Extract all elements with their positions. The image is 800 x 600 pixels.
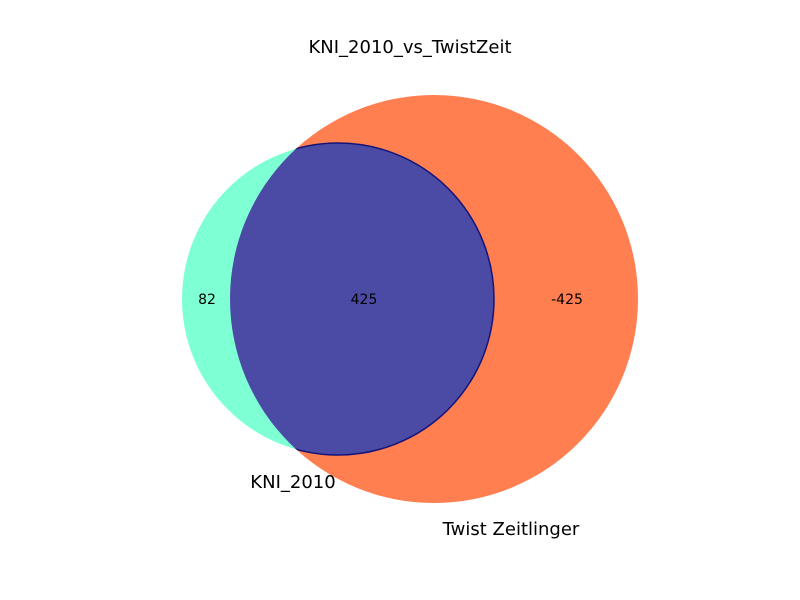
set-b-label: Twist Zeitlinger bbox=[442, 519, 580, 540]
chart-title: KNI_2010_vs_TwistZeit bbox=[308, 37, 511, 58]
region-b-only-label: -425 bbox=[551, 292, 583, 308]
intersection-region bbox=[230, 143, 494, 455]
region-intersection-label: 425 bbox=[351, 292, 378, 308]
region-a-only-label: 82 bbox=[198, 292, 216, 308]
intersection-outline bbox=[230, 142, 495, 456]
set-a-label: KNI_2010 bbox=[250, 472, 335, 493]
